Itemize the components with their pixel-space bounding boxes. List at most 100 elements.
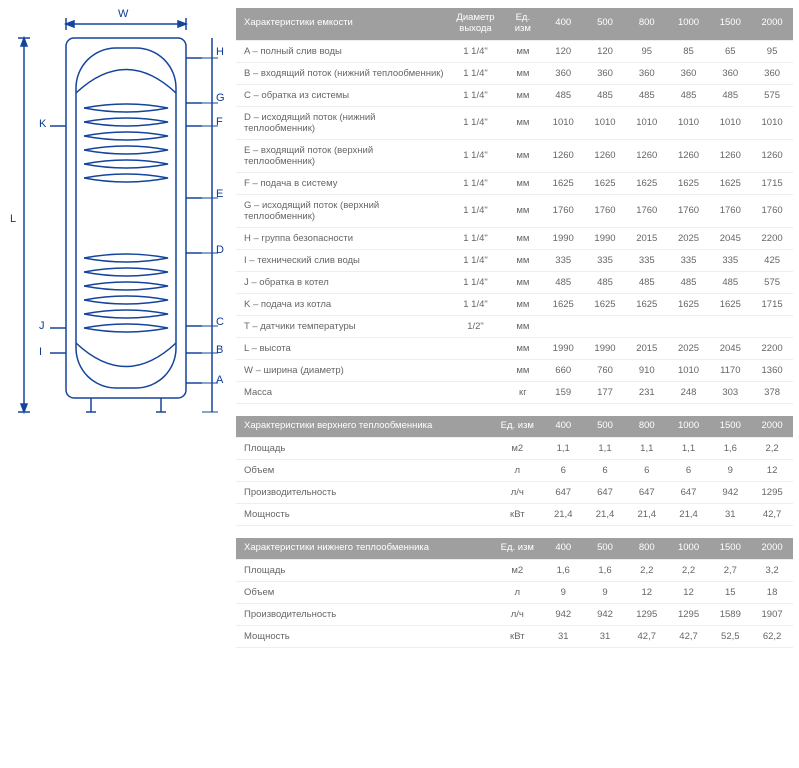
dim-label-d: D [216, 244, 224, 256]
table-row-label: Производительность [236, 481, 492, 503]
table-row-label: F – подача в систему [236, 172, 448, 194]
table-header-cell: Характеристики верхнего теплообменника [236, 416, 492, 437]
table-cell: 1 1/4" [448, 172, 504, 194]
table-cell: 575 [751, 271, 793, 293]
table-cell: 1010 [668, 106, 710, 139]
table-cell: мм [503, 293, 542, 315]
table-cell: 159 [542, 381, 584, 403]
table-cell: 6 [626, 459, 668, 481]
table-cell: 95 [626, 40, 668, 62]
table-cell: 21,4 [626, 503, 668, 525]
table-cell: 31 [709, 503, 751, 525]
table-cell: 942 [709, 481, 751, 503]
table-cell: 1260 [542, 139, 584, 172]
table-cell: 95 [751, 40, 793, 62]
table-header-cell: 2000 [751, 8, 793, 40]
table-cell: 1010 [668, 359, 710, 381]
table-cell: 1625 [709, 293, 751, 315]
table-cell: 2045 [709, 227, 751, 249]
table-row: A – полный слив воды1 1/4"мм120120958565… [236, 40, 793, 62]
table-row: F – подача в систему1 1/4"мм162516251625… [236, 172, 793, 194]
table-cell: 1010 [626, 106, 668, 139]
table-cell: 231 [626, 381, 668, 403]
table-cell: 1010 [751, 106, 793, 139]
table-cell: 2200 [751, 227, 793, 249]
table-row-label: C – обратка из системы [236, 84, 448, 106]
table-header-cell: 1000 [668, 538, 710, 559]
table-cell: 1990 [542, 337, 584, 359]
table-row: МощностькВт313142,742,752,562,2 [236, 625, 793, 647]
table-row: E – входящий поток (верхний теплообменни… [236, 139, 793, 172]
table-cell: 42,7 [751, 503, 793, 525]
table-cell: 3,2 [751, 559, 793, 581]
table-cell [668, 315, 710, 337]
table-cell: 1760 [751, 194, 793, 227]
table-cell: 485 [542, 84, 584, 106]
table-cell: 1,6 [584, 559, 626, 581]
table-cell [751, 315, 793, 337]
specs-table-lower-exchanger: Характеристики нижнего теплообменникаЕд.… [236, 538, 793, 648]
table-row: H – группа безопасности1 1/4"мм199019902… [236, 227, 793, 249]
table-cell: 1010 [584, 106, 626, 139]
table-cell: 15 [709, 581, 751, 603]
table-cell: 1 1/4" [448, 227, 504, 249]
table-cell: 1,1 [668, 437, 710, 459]
dim-label-i: I [39, 346, 42, 358]
table-cell: 1760 [584, 194, 626, 227]
table-cell: 62,2 [751, 625, 793, 647]
table-header-cell: Характеристики емкости [236, 8, 448, 40]
table-cell: 1990 [542, 227, 584, 249]
table-row-label: T – датчики температуры [236, 315, 448, 337]
table-cell: мм [503, 249, 542, 271]
table-row: T – датчики температуры1/2"мм [236, 315, 793, 337]
table-cell: 360 [542, 62, 584, 84]
table-row-label: W – ширина (диаметр) [236, 359, 448, 381]
table-cell: 21,4 [542, 503, 584, 525]
table-cell: 1990 [584, 337, 626, 359]
table-cell: 1260 [584, 139, 626, 172]
table-cell: 485 [626, 271, 668, 293]
table-cell: 120 [542, 40, 584, 62]
table-cell: 647 [584, 481, 626, 503]
table-row: B – входящий поток (нижний теплообменник… [236, 62, 793, 84]
table-cell: мм [503, 194, 542, 227]
table-row-label: Производительность [236, 603, 492, 625]
table-cell: 1295 [751, 481, 793, 503]
table-cell: 485 [709, 84, 751, 106]
table-cell: 360 [626, 62, 668, 84]
tables-column: Характеристики емкостиДиаметр выходаЕд. … [236, 8, 793, 648]
table-row-label: Мощность [236, 503, 492, 525]
specs-table-upper-exchanger: Характеристики верхнего теплообменникаЕд… [236, 416, 793, 526]
table-cell: 1360 [751, 359, 793, 381]
table-header-cell: 2000 [751, 416, 793, 437]
table-cell: 6 [668, 459, 710, 481]
table-cell: мм [503, 227, 542, 249]
table-cell: 1 1/4" [448, 194, 504, 227]
table-header-cell: 400 [542, 8, 584, 40]
table-cell: 6 [542, 459, 584, 481]
table-cell: 1 1/4" [448, 40, 504, 62]
table-cell: 360 [668, 62, 710, 84]
table-cell: 303 [709, 381, 751, 403]
table-cell: 9 [542, 581, 584, 603]
table-cell: мм [503, 106, 542, 139]
table-cell: 1 1/4" [448, 106, 504, 139]
table-cell [448, 337, 504, 359]
table-cell: 360 [584, 62, 626, 84]
table-cell [709, 315, 751, 337]
table-cell: 1715 [751, 172, 793, 194]
table-cell: 6 [584, 459, 626, 481]
table-cell: мм [503, 271, 542, 293]
table-cell: 52,5 [709, 625, 751, 647]
dim-label-e: E [216, 188, 223, 200]
table-cell: 31 [542, 625, 584, 647]
table-header-cell: 500 [584, 416, 626, 437]
table-header-cell: 800 [626, 416, 668, 437]
table-cell: 485 [709, 271, 751, 293]
table-cell: м2 [492, 437, 542, 459]
table-row-label: Площадь [236, 559, 492, 581]
table-cell: 1760 [709, 194, 751, 227]
table-cell: 942 [584, 603, 626, 625]
table-cell: 1625 [584, 293, 626, 315]
dim-label-k: K [39, 118, 46, 130]
